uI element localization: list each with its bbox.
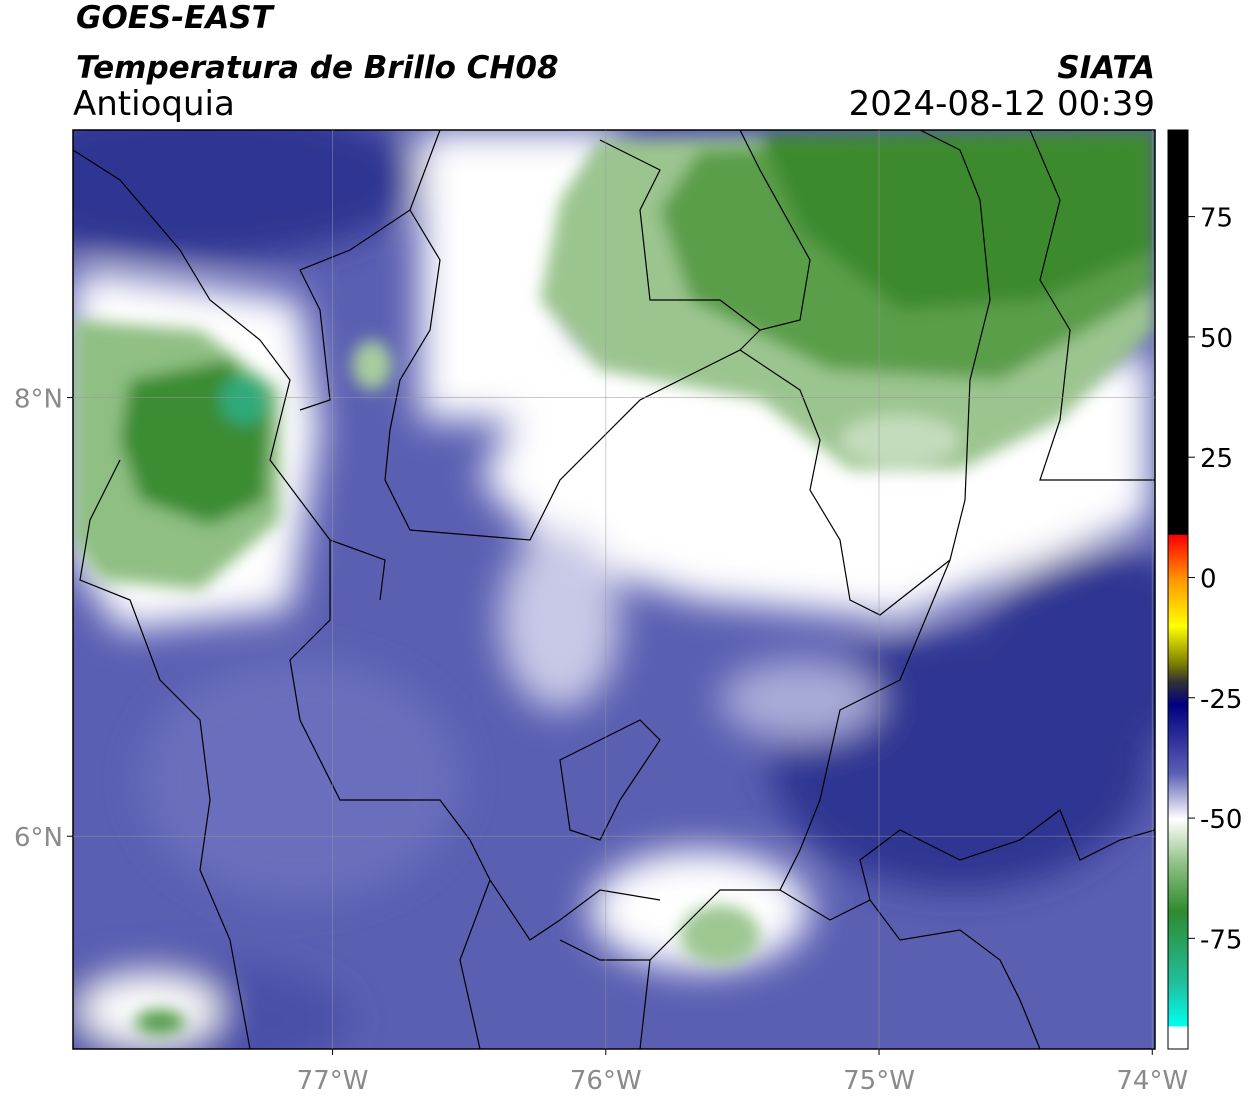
y-tick-label: 6°N xyxy=(14,823,63,853)
colorbar-tick-label: 50 xyxy=(1200,324,1233,354)
x-tick-label: 77°W xyxy=(297,1066,369,1096)
colorbar-tick-label: -75 xyxy=(1200,925,1242,955)
map-frame xyxy=(72,129,1156,1050)
borders xyxy=(73,130,1155,1049)
satellite-imagery xyxy=(73,130,1155,1049)
colorbar-tick-label: 25 xyxy=(1200,444,1233,474)
x-tick-label: 75°W xyxy=(843,1066,915,1096)
colorbar-tick-label: -50 xyxy=(1200,805,1242,835)
colorbar xyxy=(1167,129,1189,1050)
x-tick-label: 74°W xyxy=(1116,1066,1188,1096)
product-title: Temperatura de Brillo CH08 xyxy=(76,50,559,86)
x-tick-label: 76°W xyxy=(570,1066,642,1096)
colorbar-tick-label: 75 xyxy=(1200,204,1233,234)
satellite-title: GOES-EAST xyxy=(76,0,276,36)
colorbar-tick-label: 0 xyxy=(1200,564,1217,594)
datetime-label: 2024-08-12 00:39 xyxy=(849,84,1155,124)
y-tick-label: 8°N xyxy=(14,385,63,415)
colorbar-tick-label: -25 xyxy=(1200,685,1242,715)
region-label: Antioquia xyxy=(73,84,235,124)
source-label: SIATA xyxy=(1057,50,1155,86)
